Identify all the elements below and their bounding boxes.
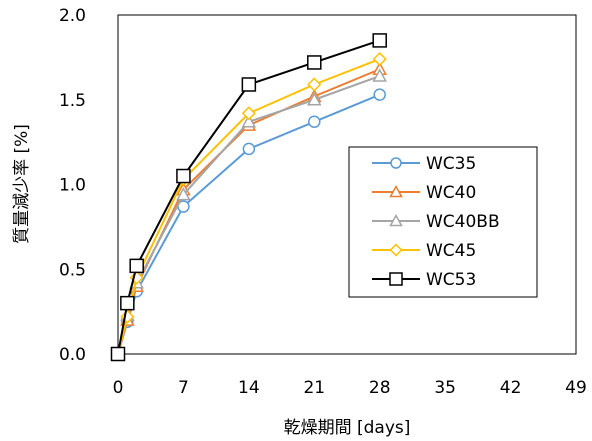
data-point: [372, 68, 387, 82]
legend-label: WC40: [426, 183, 476, 203]
legend-item: WC53: [372, 270, 476, 290]
data-point: [242, 142, 256, 156]
data-point: [372, 52, 387, 67]
legend-label: WC45: [426, 241, 476, 261]
data-point: [307, 55, 322, 70]
data-point: [129, 258, 144, 274]
legend: WC35 WC40 WC40BB WC45 WC53: [348, 146, 538, 298]
x-tick-label: 0: [113, 378, 124, 398]
data-point: [176, 168, 191, 184]
data-point: [389, 213, 403, 227]
x-tick-label: 14: [238, 378, 260, 398]
data-point: [308, 115, 321, 129]
data-point: [390, 157, 402, 169]
data-point: [389, 243, 403, 257]
y-tick-label: 2.0: [59, 6, 86, 26]
data-point: [120, 295, 135, 311]
legend-item: WC35: [372, 154, 476, 174]
data-point: [307, 92, 322, 106]
y-tick-label: 0.0: [59, 345, 86, 365]
data-point: [307, 77, 322, 92]
x-axis-title: 乾燥期間 [days]: [284, 418, 411, 438]
legend-label: WC40BB: [426, 212, 500, 232]
data-point: [241, 106, 256, 121]
x-tick-label: 28: [369, 378, 391, 398]
data-point: [241, 114, 257, 128]
x-tick-label: 42: [500, 378, 522, 398]
data-point: [389, 272, 403, 286]
data-point: [241, 77, 257, 92]
data-point: [372, 33, 387, 48]
x-ticks: 0 7 14 21 28 35 42 49: [113, 378, 587, 398]
data-point: [176, 187, 191, 201]
y-ticks: 0.0 0.5 1.0 1.5 2.0: [59, 6, 86, 365]
y-tick-label: 1.0: [59, 176, 86, 196]
x-tick-label: 7: [178, 378, 189, 398]
y-axis-title: 質量減少率 [%]: [12, 124, 32, 244]
legend-item: WC45: [372, 241, 476, 261]
legend-item: WC40: [372, 183, 476, 203]
y-tick-label: 1.5: [59, 91, 86, 111]
legend-item: WC40BB: [372, 212, 500, 232]
x-tick-label: 49: [565, 378, 587, 398]
data-point: [389, 184, 403, 198]
legend-label: WC35: [426, 154, 476, 174]
data-point: [373, 88, 386, 101]
data-point: [110, 346, 126, 362]
x-tick-label: 21: [303, 378, 325, 398]
x-tick-label: 35: [434, 378, 456, 398]
y-tick-label: 0.5: [59, 260, 86, 280]
series-wc53: [110, 33, 387, 362]
legend-label: WC53: [426, 270, 476, 290]
series-group: [110, 33, 387, 362]
